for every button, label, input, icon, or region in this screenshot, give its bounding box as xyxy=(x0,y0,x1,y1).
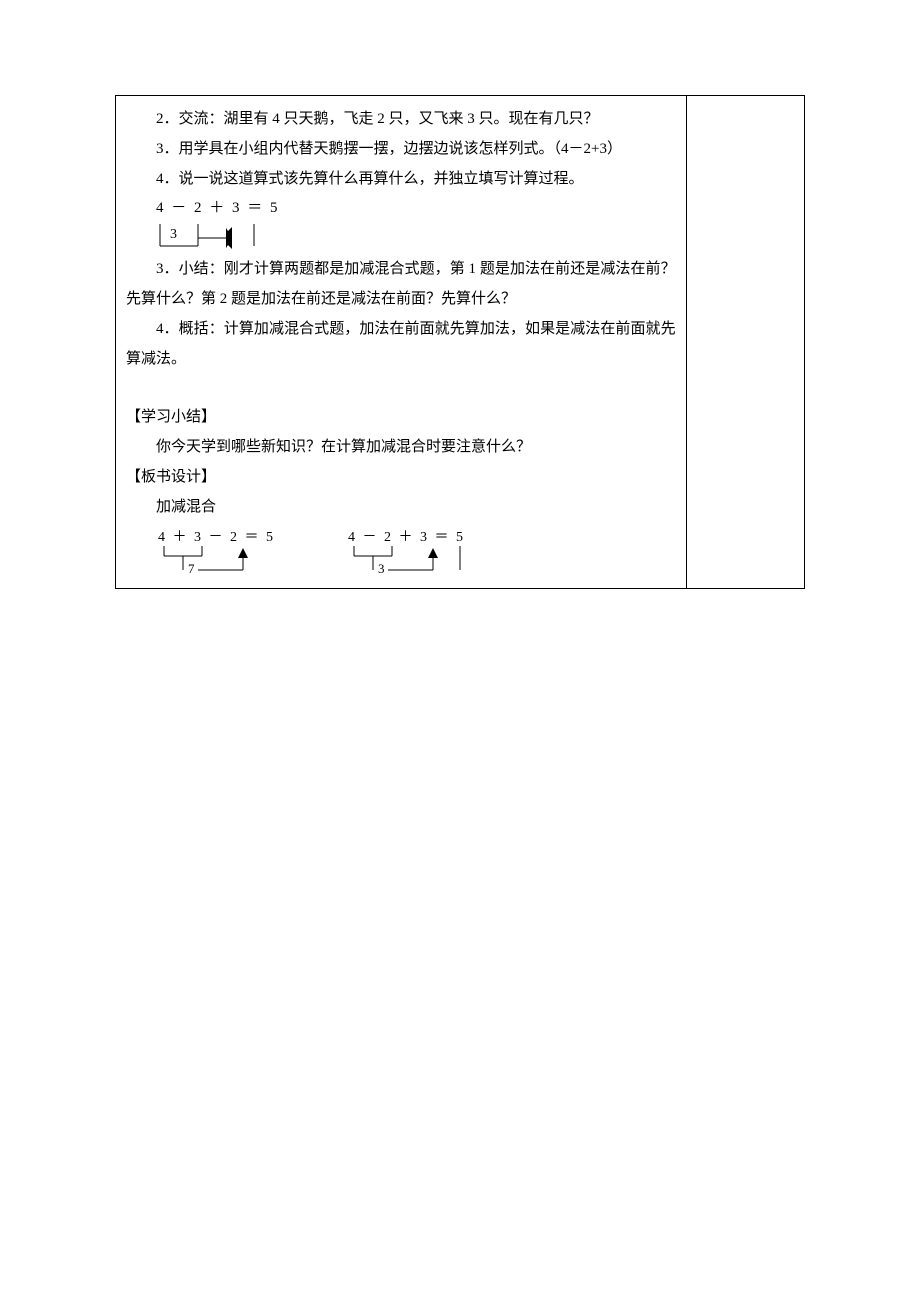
board-equation-a: 4 ＋ 3 － 2 ＝ 5 xyxy=(158,526,275,546)
equation: 4 － 2 ＋ 3 ＝ 5 xyxy=(126,194,676,222)
board-diagram-b: 3 xyxy=(348,546,498,576)
paragraph: 4．概括：计算加减混合式题，加法在前面就先算加法，如果是减法在前面就先算减法。 xyxy=(126,314,676,374)
section-heading: 【学习小结】 xyxy=(126,402,676,432)
board-equation-b: 4 － 2 ＋ 3 ＝ 5 xyxy=(348,526,465,546)
paragraph: 3．用学具在小组内代替天鹅摆一摆，边摆边说该怎样列式。（4－2+3） xyxy=(126,134,676,164)
diagram-value: 3 xyxy=(170,227,177,242)
main-cell: 2．交流：湖里有 4 只天鹅，飞走 2 只，又飞来 3 只。现在有几只？ 3．用… xyxy=(116,96,687,589)
board-item-a: 4 ＋ 3 － 2 ＝ 5 7 xyxy=(158,526,308,576)
side-cell xyxy=(686,96,804,589)
board-item-b: 4 － 2 ＋ 3 ＝ 5 3 xyxy=(348,526,498,576)
paragraph: 3．小结：刚才计算两题都是加减混合式题，第 1 题是加法在前还是减法在前？先算什… xyxy=(126,254,676,314)
layout-table: 2．交流：湖里有 4 只天鹅，飞走 2 只，又飞来 3 只。现在有几只？ 3．用… xyxy=(115,95,805,589)
paragraph: 你今天学到哪些新知识？在计算加减混合时要注意什么？ xyxy=(126,432,676,462)
board-design: 4 ＋ 3 － 2 ＝ 5 7 xyxy=(126,526,676,576)
section-heading: 【板书设计】 xyxy=(126,462,676,492)
paragraph: 2．交流：湖里有 4 只天鹅，飞走 2 只，又飞来 3 只。现在有几只？ xyxy=(126,104,676,134)
board-diagram-a: 7 xyxy=(158,546,308,576)
paragraph: 4．说一说这道算式该先算什么再算什么，并独立填写计算过程。 xyxy=(126,164,676,194)
calc-diagram-1: 3 xyxy=(126,224,676,250)
board-mid-a: 7 xyxy=(188,561,195,576)
board-mid-b: 3 xyxy=(378,561,385,576)
paragraph: 加减混合 xyxy=(126,492,676,522)
